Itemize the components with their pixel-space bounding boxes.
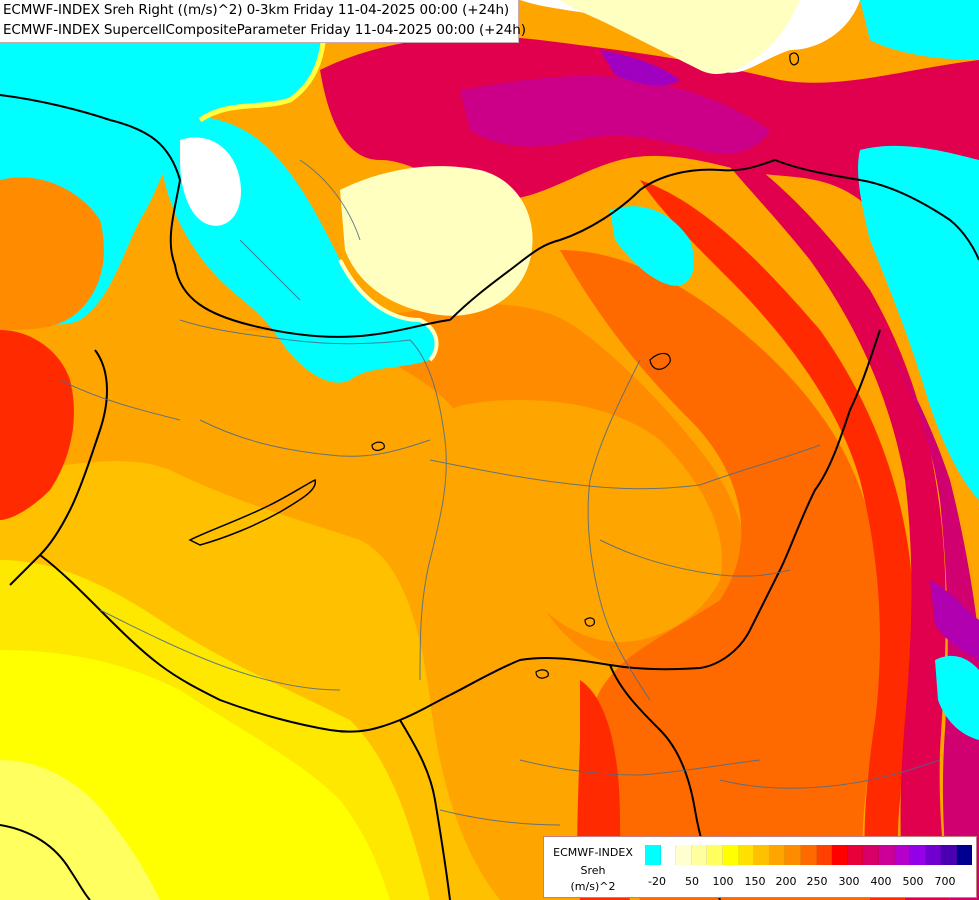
legend-color-bar: [645, 845, 973, 865]
lake-small-2: [649, 352, 671, 370]
region-line-6: [299, 159, 361, 241]
legend-tick-label: 100: [712, 875, 734, 888]
field-cyan-southeast: [935, 655, 979, 740]
legend-tick-label: 150: [744, 875, 766, 888]
map-header: ECMWF-INDEX Sreh Right ((m/s)^2) 0-3km F…: [0, 0, 526, 43]
legend-swatch: [738, 845, 755, 865]
header-title-line-2: ECMWF-INDEX SupercellCompositeParameter …: [3, 22, 526, 38]
region-line-7: [59, 379, 181, 421]
border-south: [399, 719, 451, 900]
legend-tick-labels: -20 50 100 150 200 250 300 400 500 700: [645, 875, 975, 891]
lake-small-3: [535, 669, 549, 679]
region-line-10: [439, 809, 561, 826]
legend-swatch: [645, 845, 661, 865]
field-red-west: [0, 330, 74, 520]
river-danube: [179, 319, 447, 681]
field-crimson-east: [700, 130, 950, 900]
field-magenta-north: [460, 75, 770, 154]
field-orange-west: [0, 177, 104, 330]
region-line-9: [719, 759, 941, 789]
legend-swatch: [956, 845, 973, 865]
legend-tick-label: 500: [902, 875, 924, 888]
lake-small-4: [584, 617, 595, 627]
field-white-northwest: [180, 137, 241, 226]
border-northcentral: [449, 159, 776, 321]
legend-swatch: [941, 845, 957, 865]
legend-swatch: [707, 845, 723, 865]
border-east: [449, 329, 881, 696]
river-tisza: [587, 359, 651, 701]
field-pale-yellow-sw: [0, 760, 160, 900]
legend-swatch: [785, 845, 801, 865]
legend-tick-label: 700: [934, 875, 956, 888]
legend-swatch: [800, 845, 817, 865]
field-purple-north: [600, 50, 680, 86]
field-red-east: [640, 180, 914, 900]
legend-swatch: [894, 845, 911, 865]
legend-swatch: [722, 845, 739, 865]
legend-title: ECMWF-INDEX: [553, 846, 633, 859]
border-west: [9, 349, 108, 586]
border-southwest-edge: [0, 824, 91, 900]
legend-tick-label: 250: [806, 875, 828, 888]
region-line-2: [199, 419, 431, 457]
field-pale-center-north: [340, 166, 533, 316]
legend-tick-label: 50: [685, 875, 699, 888]
legend-subtitle: Sreh: [580, 864, 606, 877]
lake-small-5: [789, 52, 800, 66]
field-red-orange-east: [560, 250, 882, 900]
field-cyan-east: [858, 145, 979, 501]
border-southwest: [39, 554, 451, 733]
border-north: [0, 94, 451, 338]
legend-swatch: [878, 845, 895, 865]
field-cyan-center-notch: [610, 206, 694, 286]
legend-swatch: [691, 845, 708, 865]
region-line-4: [599, 539, 791, 577]
legend-tick-label: 400: [870, 875, 892, 888]
region-line-5: [239, 239, 301, 301]
river-drava: [99, 609, 341, 691]
legend-swatch: [676, 845, 692, 865]
field-orange-inner: [430, 400, 722, 642]
lake-balaton: [188, 478, 316, 546]
field-cyan-northeast: [860, 0, 979, 60]
lake-small-1: [371, 441, 385, 451]
legend-swatch: [660, 845, 677, 865]
legend-swatch: [847, 845, 864, 865]
legend-swatch: [863, 845, 879, 865]
region-line-3: [699, 444, 821, 486]
legend-swatch: [769, 845, 786, 865]
legend-swatch: [754, 845, 770, 865]
legend-swatch: [925, 845, 942, 865]
legend-swatch: [816, 845, 833, 865]
color-legend: ECMWF-INDEX Sreh (m/s)^2 -20 50 100 150 200 2…: [543, 836, 977, 898]
field-pale-north: [560, 0, 800, 75]
contour-white-edge: [338, 259, 439, 362]
legend-swatch: [910, 845, 926, 865]
legend-tick-label: 200: [775, 875, 797, 888]
region-line-8: [519, 759, 761, 776]
legend-tick-label: -20: [648, 875, 666, 888]
legend-tick-label: 300: [838, 875, 860, 888]
field-purple-east: [930, 580, 979, 660]
legend-unit: (m/s)^2: [570, 880, 616, 893]
header-title-line-1: ECMWF-INDEX Sreh Right ((m/s)^2) 0-3km F…: [3, 2, 510, 18]
legend-swatch: [832, 845, 848, 865]
rivers-and-regions: [59, 159, 941, 826]
field-magenta-east: [860, 300, 979, 900]
border-northeast: [774, 159, 979, 261]
region-line-1: [429, 459, 701, 490]
